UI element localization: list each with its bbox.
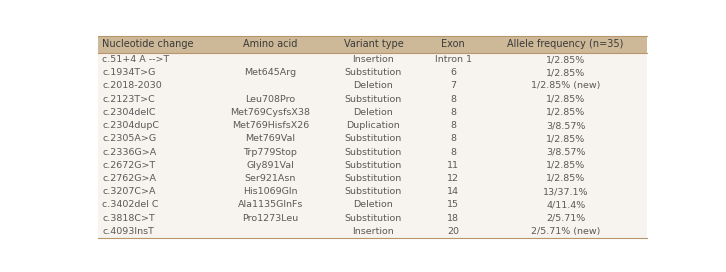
Text: Pro1273Leu: Pro1273Leu	[242, 214, 298, 222]
Text: Ala1135GlnFs: Ala1135GlnFs	[238, 200, 303, 209]
Text: 20: 20	[447, 227, 459, 236]
Text: Met769HisfsX26: Met769HisfsX26	[232, 121, 309, 130]
Text: 12: 12	[447, 174, 459, 183]
Text: c.2762G>A: c.2762G>A	[102, 174, 156, 183]
Text: 1/2.85%: 1/2.85%	[546, 134, 585, 143]
Text: Variant type: Variant type	[343, 39, 404, 49]
Text: Substitution: Substitution	[345, 174, 402, 183]
Text: Met645Arg: Met645Arg	[245, 68, 296, 77]
Text: c.3402del C: c.3402del C	[102, 200, 158, 209]
Text: Intron 1: Intron 1	[435, 55, 472, 64]
Text: c.4093InsT: c.4093InsT	[102, 227, 154, 236]
Text: 6: 6	[450, 68, 456, 77]
Text: Exon: Exon	[441, 39, 465, 49]
Text: Duplication: Duplication	[346, 121, 400, 130]
Text: Substitution: Substitution	[345, 68, 402, 77]
Text: 15: 15	[447, 200, 459, 209]
Text: 1/2.85%: 1/2.85%	[546, 55, 585, 64]
Text: c.2336G>A: c.2336G>A	[102, 147, 156, 156]
Text: 1/2.85%: 1/2.85%	[546, 68, 585, 77]
Text: c.3207C>A: c.3207C>A	[102, 187, 155, 196]
Text: c.2018-2030: c.2018-2030	[102, 82, 162, 91]
Text: Allele frequency (n=35): Allele frequency (n=35)	[507, 39, 624, 49]
Text: 11: 11	[447, 161, 459, 170]
Text: 13/37.1%: 13/37.1%	[543, 187, 588, 196]
Text: 2/5.71%: 2/5.71%	[546, 214, 585, 222]
Text: c.2123T>C: c.2123T>C	[102, 95, 155, 104]
Text: 1/2.85%: 1/2.85%	[546, 108, 585, 117]
Text: 1/2.85% (new): 1/2.85% (new)	[531, 82, 600, 91]
Text: Amino acid: Amino acid	[243, 39, 298, 49]
Text: Met769CysfsX38: Met769CysfsX38	[230, 108, 311, 117]
Text: Substitution: Substitution	[345, 95, 402, 104]
Text: c.2304delC: c.2304delC	[102, 108, 155, 117]
Text: Deletion: Deletion	[354, 82, 393, 91]
Text: Nucleotide change: Nucleotide change	[102, 39, 194, 49]
Text: His1069Gln: His1069Gln	[243, 187, 298, 196]
Text: Insertion: Insertion	[353, 227, 394, 236]
Text: Trp779Stop: Trp779Stop	[243, 147, 298, 156]
Text: 14: 14	[447, 187, 459, 196]
Text: c.2305A>G: c.2305A>G	[102, 134, 156, 143]
Bar	[97, 36, 647, 53]
Text: Deletion: Deletion	[354, 108, 393, 117]
Text: 3/8.57%: 3/8.57%	[546, 121, 585, 130]
Text: Leu708Pro: Leu708Pro	[245, 95, 295, 104]
Text: 7: 7	[450, 82, 456, 91]
Text: c.2304dupC: c.2304dupC	[102, 121, 159, 130]
Text: 2/5.71% (new): 2/5.71% (new)	[531, 227, 600, 236]
Text: Ser921Asn: Ser921Asn	[245, 174, 296, 183]
Text: 8: 8	[450, 147, 456, 156]
Text: 18: 18	[447, 214, 459, 222]
Text: c.51+4 A -->T: c.51+4 A -->T	[102, 55, 169, 64]
Text: 1/2.85%: 1/2.85%	[546, 174, 585, 183]
Text: 8: 8	[450, 121, 456, 130]
Text: 3/8.57%: 3/8.57%	[546, 147, 585, 156]
Text: Insertion: Insertion	[353, 55, 394, 64]
Text: 1/2.85%: 1/2.85%	[546, 95, 585, 104]
Text: c.3818C>T: c.3818C>T	[102, 214, 155, 222]
Text: 1/2.85%: 1/2.85%	[546, 161, 585, 170]
Text: Substitution: Substitution	[345, 147, 402, 156]
Text: Substitution: Substitution	[345, 134, 402, 143]
Text: Gly891Val: Gly891Val	[247, 161, 294, 170]
Text: c.1934T>G: c.1934T>G	[102, 68, 155, 77]
Text: c.2672G>T: c.2672G>T	[102, 161, 155, 170]
Text: Deletion: Deletion	[354, 200, 393, 209]
Text: 8: 8	[450, 134, 456, 143]
Text: Substitution: Substitution	[345, 214, 402, 222]
Text: 4/11.4%: 4/11.4%	[546, 200, 585, 209]
Text: 8: 8	[450, 95, 456, 104]
Text: Met769Val: Met769Val	[245, 134, 295, 143]
Text: Substitution: Substitution	[345, 187, 402, 196]
Text: 8: 8	[450, 108, 456, 117]
Text: Substitution: Substitution	[345, 161, 402, 170]
